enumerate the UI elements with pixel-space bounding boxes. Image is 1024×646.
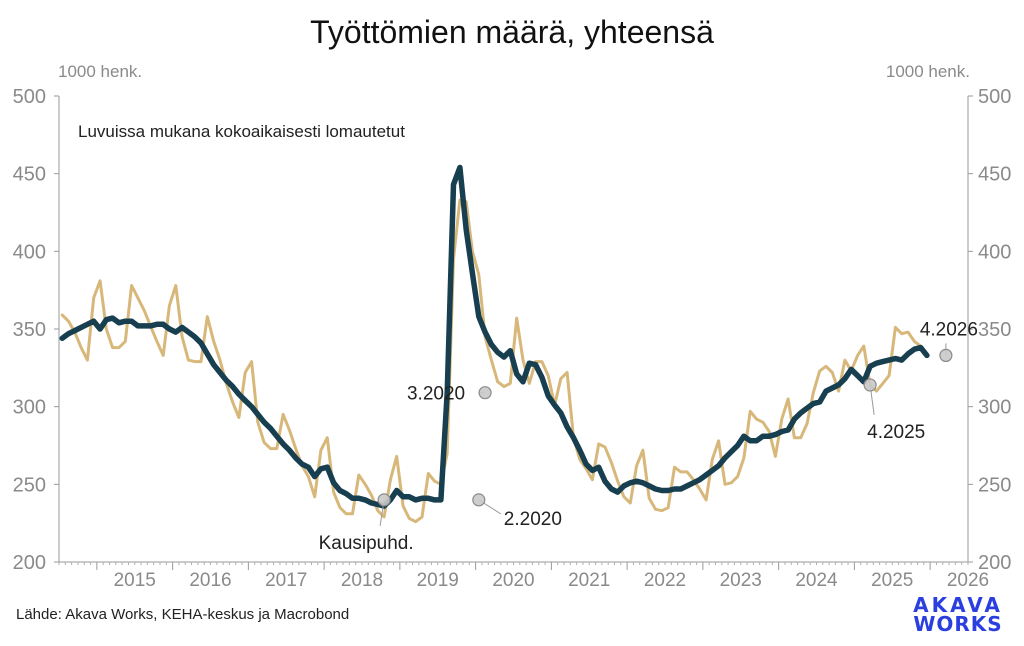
x-tick-label: 2025 [871,570,913,591]
y-tick-label-right: 250 [978,474,1011,496]
x-tick-label: 2019 [417,570,459,591]
annotation-label: 4.2026 [920,319,978,340]
series-layer [59,164,930,524]
annotation-label: Kausipuhd. [319,533,414,554]
x-tick-label: 2026 [947,570,989,591]
y-tick-label-left: 500 [13,86,46,108]
y-tick-label-right: 300 [978,397,1011,419]
annotation-marker [377,493,391,507]
y-tick-label-right: 200 [978,552,1011,574]
logo-line-2: WORKS [913,612,1003,636]
y-tick-label-right: 400 [978,241,1011,263]
x-tick-label: 2020 [492,570,534,591]
x-tick-label: 2015 [114,570,156,591]
annotation-label: 3.2020 [407,384,465,405]
x-tick-label: 2022 [644,570,686,591]
x-tick-label: 2018 [341,570,383,591]
y-tick-label-right: 500 [978,86,1011,108]
annotation-label: 4.2025 [867,422,925,443]
x-tick-label: 2017 [265,570,307,591]
x-tick-label: 2023 [720,570,762,591]
y-axis-label-left: 1000 henk. [58,62,142,81]
x-tick-label: 2021 [568,570,610,591]
x-tick-label: 2016 [189,570,231,591]
y-tick-label-left: 200 [13,552,46,574]
y-tick-label-left: 300 [13,397,46,419]
seasonally-adjusted-series-line [59,164,930,509]
akava-works-logo: AKAVA WORKS [908,593,1008,636]
logo-line-1: AKAVA [913,593,1003,617]
axes: 200 200 250 250 300 300 350 350 400 400 450 450 500 5… [13,86,1012,591]
annotation-label: 2.2020 [504,509,562,530]
y-tick-label-right: 350 [978,319,1011,341]
y-tick-label-right: 450 [978,164,1011,186]
chart-title: Työttömien määrä, yhteensä [310,14,714,50]
raw-series-line [60,198,929,524]
annotation-marker [472,493,486,507]
y-tick-label-left: 350 [13,319,46,341]
chart-subtitle: Luvuissa mukana kokoaikaisesti lomautetu… [78,122,405,141]
annotation-marker [478,386,492,400]
y-tick-label-left: 250 [13,474,46,496]
x-tick-label: 2024 [795,570,838,591]
annotation-marker [863,378,877,392]
annotation-marker [939,348,953,363]
y-axis-label-right: 1000 henk. [886,62,970,81]
annotation-layer: 3.2020 2.2020 Kausipuhd. 4.2025 4.2026 [319,319,978,553]
y-tick-label-left: 450 [13,164,46,186]
source-note: Lähde: Akava Works, KEHA-keskus ja Macro… [16,606,350,623]
y-tick-label-left: 400 [13,241,46,263]
